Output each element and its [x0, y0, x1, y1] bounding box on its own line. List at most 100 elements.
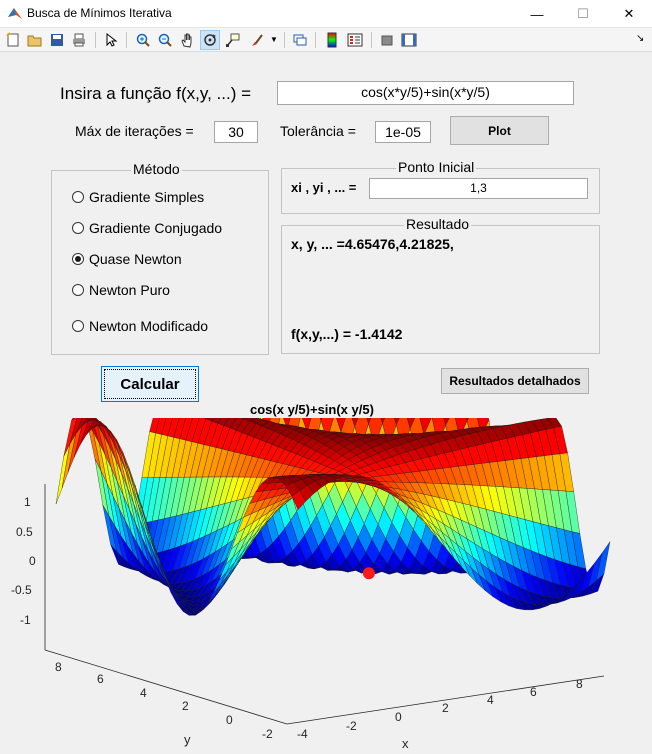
surface-patch	[55, 443, 71, 505]
radio-label: Newton Puro	[89, 282, 170, 298]
radio-button-selected-icon[interactable]	[72, 253, 84, 265]
surface-patch	[380, 418, 385, 424]
surface-patch	[205, 418, 215, 422]
x-axis-ticks: -4 -2 0 2 4 6 8	[297, 677, 583, 741]
show-plot-tools-icon[interactable]	[399, 30, 419, 50]
brush-icon[interactable]	[247, 30, 267, 50]
x-tick: 6	[530, 685, 537, 699]
y-axis-line	[44, 649, 288, 725]
title-bar: Busca de Mínimos Iterativa — ☐ ✕	[0, 0, 652, 28]
function-input[interactable]: cos(x*y/5)+sin(x*y/5)	[277, 81, 574, 105]
surface-patch	[366, 418, 372, 425]
tolerance-label: Tolerância =	[280, 123, 356, 139]
zoom-in-icon[interactable]	[133, 30, 153, 50]
z-tick: -0.5	[11, 583, 32, 597]
minimize-button[interactable]: —	[530, 6, 544, 22]
radio-button-icon[interactable]	[72, 284, 84, 296]
radio-newton-puro[interactable]: Newton Puro	[72, 282, 170, 298]
brush-dropdown-arrow-icon[interactable]: ▼	[270, 35, 278, 44]
result-value-text: f(x,y,...) = -1.4142	[291, 326, 403, 342]
result-group-title: Resultado	[404, 216, 472, 232]
z-tick: 0.5	[16, 525, 33, 539]
toolbar-separator	[315, 32, 316, 48]
radio-label: Newton Modificado	[89, 318, 209, 334]
y-axis-label: y	[184, 732, 191, 747]
insert-colorbar-icon[interactable]	[322, 30, 342, 50]
function-label: Insira a função f(x,y, ...) =	[60, 84, 252, 103]
surface-patch	[595, 541, 611, 582]
radio-label: Gradiente Conjugado	[89, 220, 223, 236]
initial-point-input[interactable]: 1,3	[369, 178, 588, 199]
surface-patch	[149, 418, 160, 434]
surface-patch	[211, 418, 222, 424]
z-tick: 0	[29, 554, 36, 568]
close-button[interactable]: ✕	[623, 6, 635, 21]
radio-newton-modificado[interactable]: Newton Modificado	[72, 318, 208, 334]
toolbar-separator	[126, 32, 127, 48]
open-file-icon[interactable]	[25, 30, 45, 50]
surface-patch	[71, 418, 75, 421]
y-axis-ticks: 8 6 4 2 0 -2	[55, 660, 273, 741]
surface-plot-axes[interactable]: 1 0.5 0 -0.5 -1 8 6 4 2 0 -2 -4 -2 0 2 4…	[0, 418, 652, 754]
z-axis-ticks: 1 0.5 0 -0.5 -1	[11, 495, 36, 627]
detailed-results-button[interactable]: Resultados detalhados	[441, 368, 589, 394]
print-icon[interactable]	[69, 30, 89, 50]
surface-patch	[319, 418, 323, 422]
link-plot-icon[interactable]	[290, 30, 310, 50]
surface-patch	[406, 418, 416, 430]
surface-patch	[283, 418, 291, 430]
z-tick: -1	[20, 613, 31, 627]
initial-point-group-title: Ponto Inicial	[396, 159, 477, 175]
x-tick: 8	[576, 677, 583, 691]
y-tick: 0	[226, 713, 233, 727]
toolbar-separator	[95, 32, 96, 48]
toolbar-separator	[371, 32, 372, 48]
initial-point-label: xi , yi , ... =	[291, 180, 357, 195]
max-iterations-input[interactable]: 30	[214, 121, 258, 143]
radio-button-icon[interactable]	[72, 191, 84, 203]
result-point-text: x, y, ... =4.65476,4.21825,	[291, 236, 454, 252]
minimum-point-marker	[362, 567, 375, 580]
toolbar-separator	[284, 32, 285, 48]
rotate-3d-icon[interactable]	[200, 30, 220, 50]
x-tick: -4	[297, 727, 308, 741]
x-tick: 0	[395, 710, 402, 724]
radio-label: Gradiente Simples	[89, 189, 205, 205]
radio-label: Quase Newton	[89, 251, 182, 267]
radio-quase-newton[interactable]: Quase Newton	[72, 251, 182, 267]
pan-hand-icon[interactable]	[177, 30, 197, 50]
surface-patch	[155, 418, 167, 435]
y-tick: 6	[97, 672, 104, 686]
plot-button[interactable]: Plot	[450, 116, 549, 145]
save-icon[interactable]	[47, 30, 67, 50]
y-tick: 2	[182, 699, 189, 713]
surface-patch	[351, 418, 359, 427]
maximize-button[interactable]: ☐	[577, 6, 589, 21]
select-pointer-icon[interactable]	[101, 30, 121, 50]
window-title: Busca de Mínimos Iterativa	[27, 6, 172, 20]
radio-button-icon[interactable]	[72, 320, 84, 332]
surface-patch	[336, 418, 346, 433]
tolerance-input[interactable]: 1e-05	[375, 121, 431, 143]
max-iterations-label: Máx de iterações =	[75, 123, 194, 139]
surface-patch	[161, 418, 173, 437]
radio-gradiente-conjugado[interactable]: Gradiente Conjugado	[72, 220, 222, 236]
y-tick: 8	[55, 660, 62, 674]
radio-button-icon[interactable]	[72, 222, 84, 234]
dock-arrow-icon[interactable]: ↘	[636, 33, 645, 44]
data-cursor-icon[interactable]	[223, 30, 243, 50]
calculate-button[interactable]: Calcular	[101, 366, 199, 402]
surface-mesh	[55, 418, 611, 616]
radio-gradiente-simples[interactable]: Gradiente Simples	[72, 189, 204, 205]
x-axis-line	[286, 675, 605, 725]
new-file-icon[interactable]	[3, 30, 23, 50]
surface-patch	[443, 418, 450, 426]
insert-legend-icon[interactable]	[345, 30, 365, 50]
z-tick: 1	[24, 495, 31, 509]
hide-plot-tools-icon[interactable]	[377, 30, 397, 50]
x-tick: -2	[346, 719, 357, 733]
x-tick: 2	[442, 701, 449, 715]
zoom-out-icon[interactable]	[155, 30, 175, 50]
matlab-app-icon	[7, 6, 23, 22]
plot-title: cos(x y/5)+sin(x y/5)	[250, 402, 374, 417]
